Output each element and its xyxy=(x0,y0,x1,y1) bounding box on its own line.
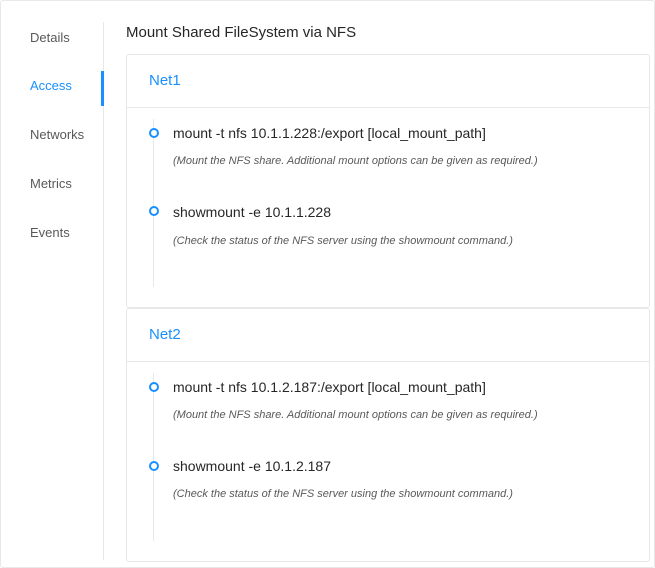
timeline-dot-icon xyxy=(149,128,159,138)
command-text: mount -t nfs 10.1.1.228:/export [local_m… xyxy=(173,125,486,141)
active-indicator xyxy=(101,71,104,106)
command-description: (Check the status of the NFS server usin… xyxy=(173,488,513,500)
card-title: Net2 xyxy=(127,309,649,362)
sidebar-item-details[interactable]: Details xyxy=(30,30,70,45)
command-text: showmount -e 10.1.2.187 xyxy=(173,458,331,474)
network-card-net2: Net2 mount -t nfs 10.1.2.187:/export [lo… xyxy=(126,308,650,562)
command-description: (Mount the NFS share. Additional mount o… xyxy=(173,409,538,421)
command-text: showmount -e 10.1.1.228 xyxy=(173,204,331,220)
timeline-dot-icon xyxy=(149,382,159,392)
sidebar-item-metrics[interactable]: Metrics xyxy=(30,176,72,191)
network-card-net1: Net1 mount -t nfs 10.1.1.228:/export [lo… xyxy=(126,54,650,308)
sidebar-item-networks[interactable]: Networks xyxy=(30,127,85,142)
sidebar-item-access[interactable]: Access xyxy=(30,78,72,93)
timeline-dot-icon xyxy=(149,206,159,216)
timeline-line xyxy=(153,119,154,287)
sidebar-item-events[interactable]: Events xyxy=(30,225,70,240)
command-description: (Check the status of the NFS server usin… xyxy=(173,235,513,247)
timeline-dot-icon xyxy=(149,461,159,471)
timeline-line xyxy=(153,373,154,541)
command-text: mount -t nfs 10.1.2.187:/export [local_m… xyxy=(173,379,486,395)
page-title: Mount Shared FileSystem via NFS xyxy=(126,24,357,41)
card-title: Net1 xyxy=(127,55,649,108)
sidebar: Details Access Networks Metrics Events xyxy=(0,22,104,560)
command-description: (Mount the NFS share. Additional mount o… xyxy=(173,155,538,167)
